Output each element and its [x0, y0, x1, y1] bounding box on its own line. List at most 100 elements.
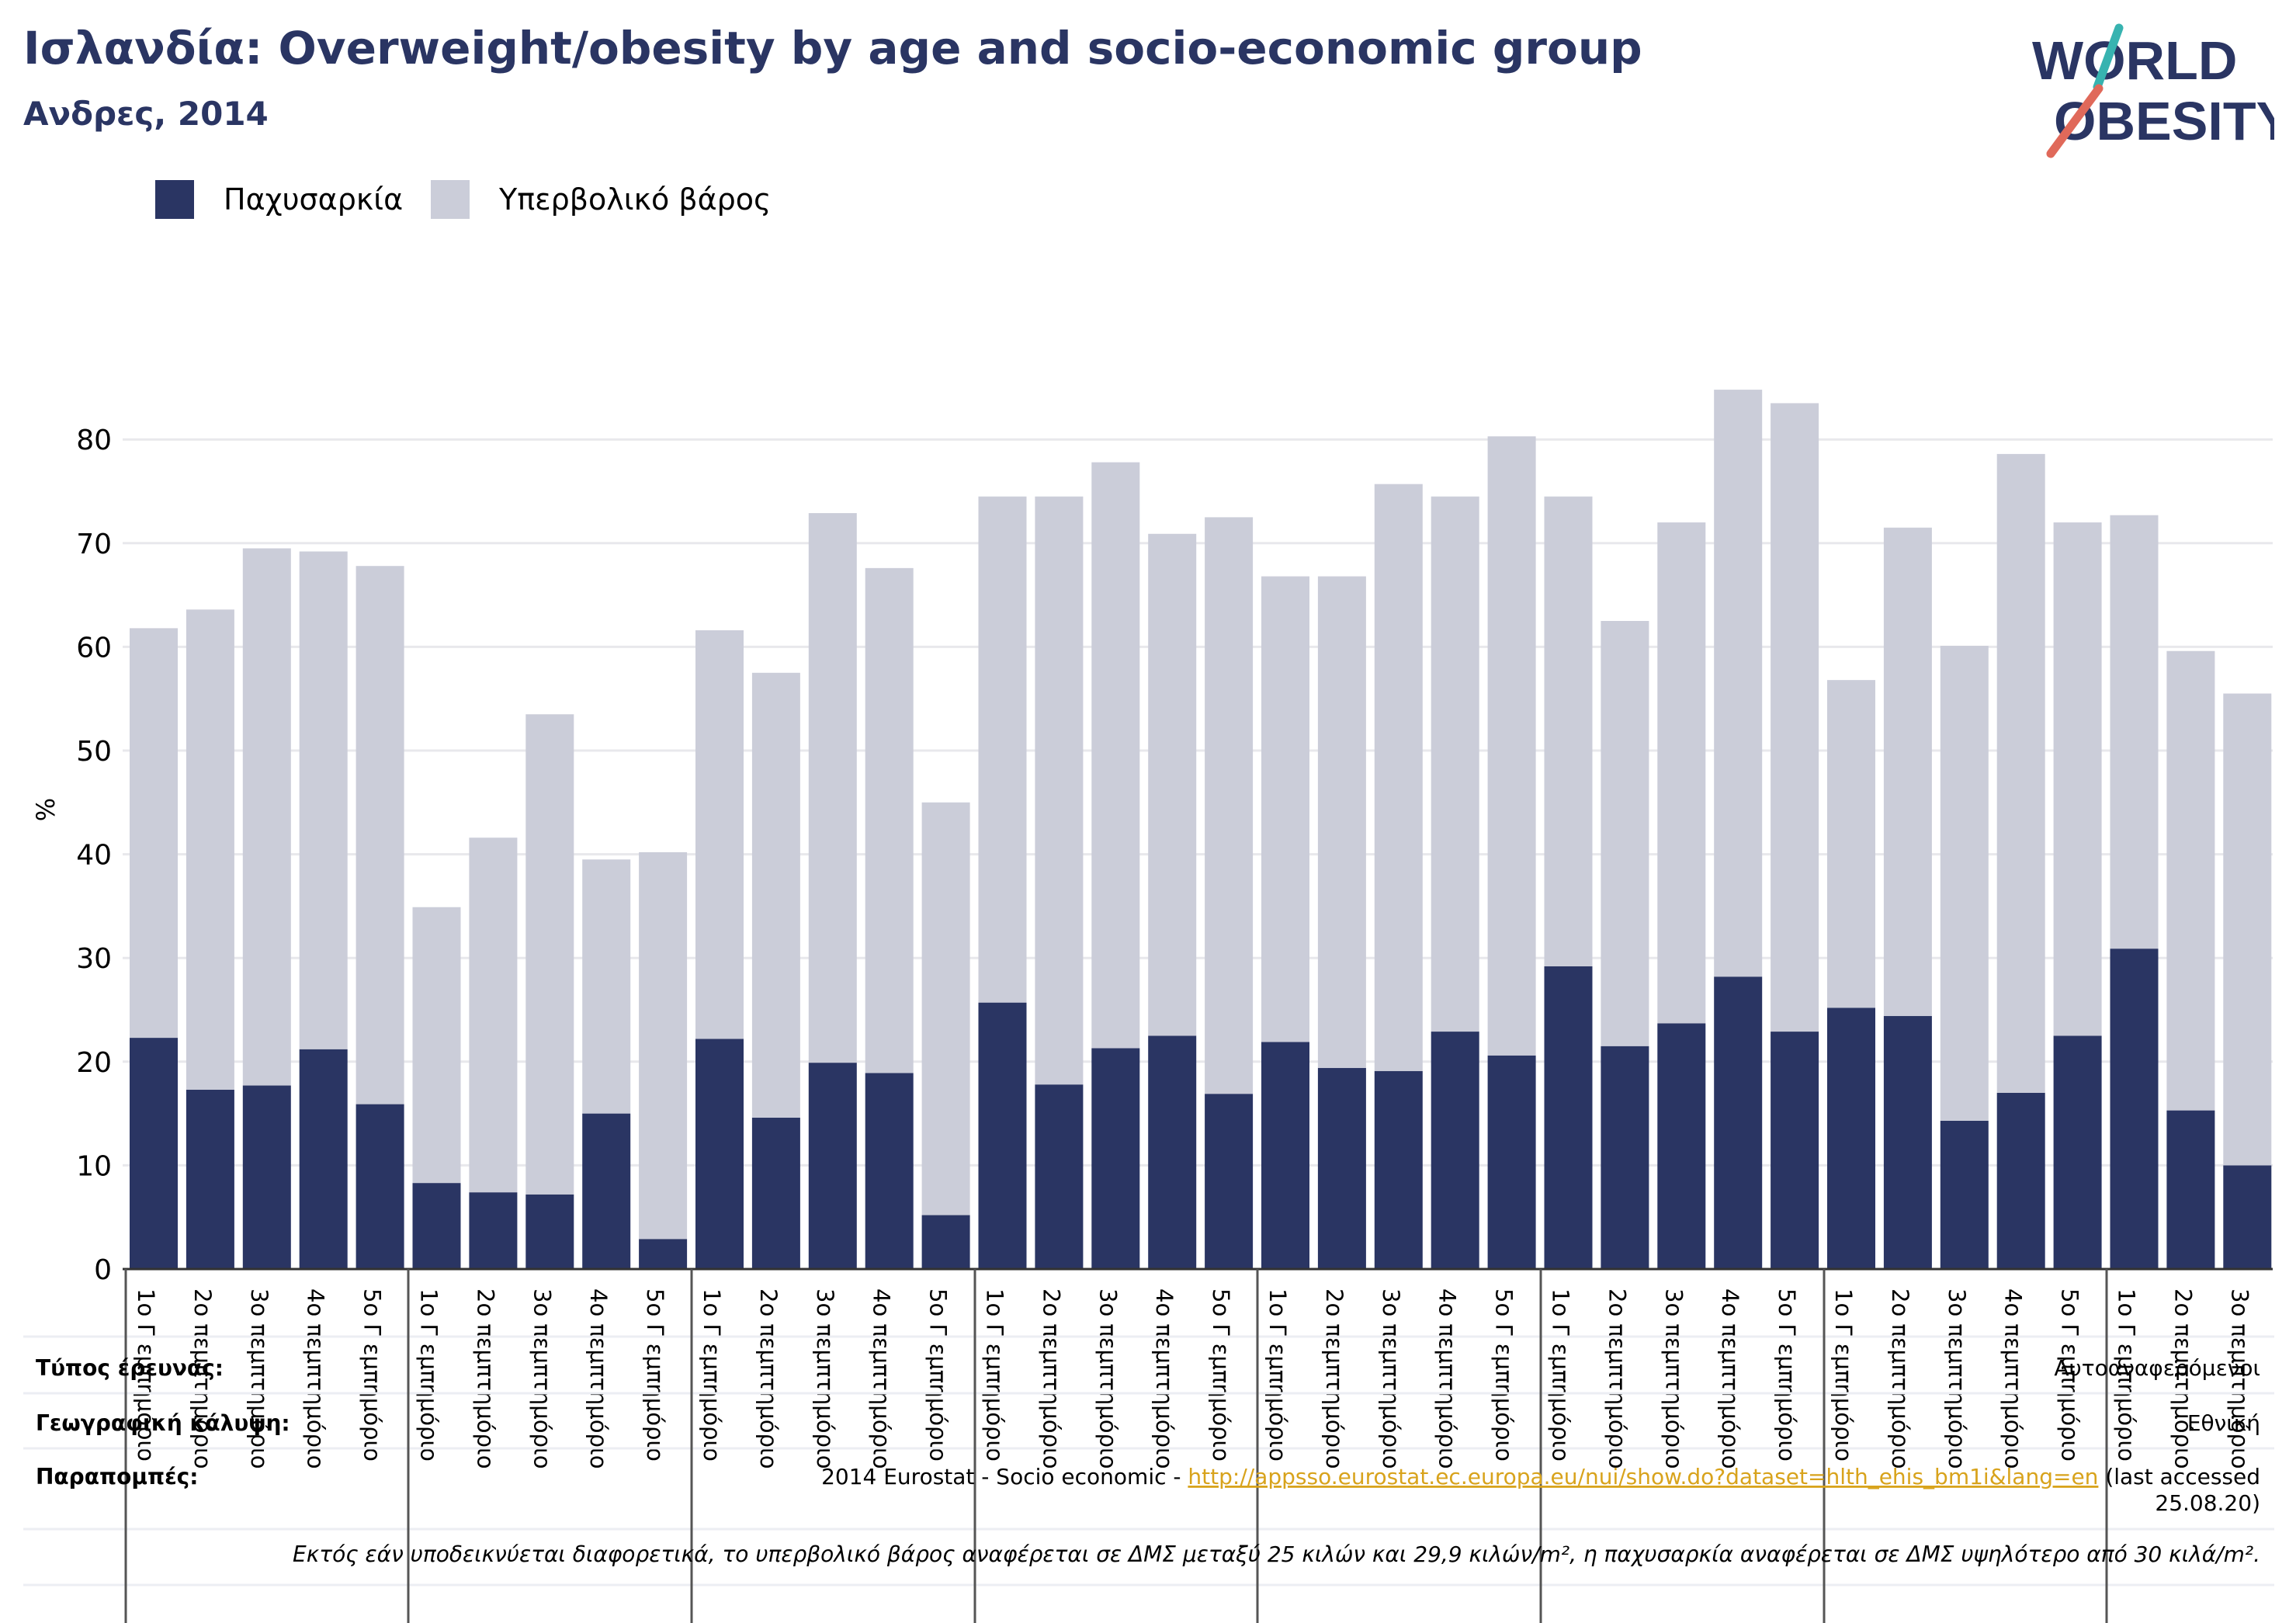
y-tick-label: 10	[76, 1150, 112, 1182]
bar-overweight	[1205, 517, 1254, 1094]
source-link[interactable]: http://appsso.eurostat.ec.europa.eu/nui/…	[1188, 1464, 2098, 1489]
bar-overweight	[695, 630, 744, 1039]
bar-overweight	[1487, 436, 1536, 1056]
coverage-label: Γεωγραφική κάλυψη:	[36, 1410, 290, 1436]
bar-obesity	[1940, 1120, 1989, 1269]
bar-obesity	[1374, 1070, 1423, 1269]
bar-obesity	[1317, 1067, 1366, 1269]
x-tick-label: 2ο πεμπτημόριο	[2169, 1288, 2196, 1469]
bar-overweight	[242, 548, 291, 1086]
x-tick-label: 5ο Γ εμπημόριο	[1774, 1288, 1800, 1462]
y-tick-label: 60	[76, 632, 112, 664]
bar-overweight	[299, 551, 348, 1049]
logo-slash-teal	[2093, 23, 2124, 92]
bar-obesity	[242, 1085, 291, 1269]
x-tick-label: 1ο Γ εμπημόριο	[1830, 1288, 1857, 1462]
bar-overweight	[1827, 680, 1875, 1008]
y-axis-ticks: 0 10 20 30 40 50 60 70 80	[76, 425, 112, 1286]
bar-overweight	[1714, 390, 1763, 977]
bar-overweight	[808, 513, 857, 1063]
bar-overweight	[1996, 453, 2045, 1093]
bar-obesity	[1431, 1032, 1479, 1269]
bar-obesity	[355, 1104, 404, 1269]
bar-obesity	[1771, 1032, 1819, 1269]
legend-swatch-overweight	[431, 180, 470, 219]
bar-obesity	[186, 1089, 234, 1269]
bar-overweight	[1771, 403, 1819, 1032]
bar-obesity	[865, 1073, 914, 1269]
bar-obesity	[1883, 1016, 1932, 1269]
bar-overweight	[186, 609, 234, 1090]
y-tick-label: 30	[76, 943, 112, 975]
x-tick-label: 5ο Γ εμπημόριο	[2057, 1288, 2083, 1462]
coverage-value: Εθνική	[2187, 1410, 2260, 1436]
bar-overweight	[1431, 496, 1479, 1032]
x-tick-label: 1ο Γ εμπημόριο	[2114, 1288, 2140, 1462]
logo-slash-red	[2046, 84, 2104, 158]
bar-obesity	[695, 1039, 744, 1269]
bar-obesity	[582, 1113, 631, 1269]
x-axis-labels: 1ο Γ εμπημόριο 2ο πεμπτημόριο 3ο πεμπτημόρ…	[133, 1288, 2253, 1469]
bar-obesity	[2166, 1110, 2215, 1269]
bar-overweight	[978, 496, 1027, 1003]
bar-overweight	[1601, 621, 1649, 1046]
bar-obesity	[1261, 1042, 1309, 1269]
x-tick-label: 3ο πεμπτημόριο	[812, 1288, 838, 1469]
world-obesity-logo: WORLD OBESITY	[2032, 23, 2274, 158]
bar-overweight	[469, 838, 518, 1193]
bar-obesity	[1148, 1035, 1197, 1269]
x-tick-label: 5ο Γ εμπημόριο	[925, 1288, 952, 1462]
references-label: Παραπομπές:	[36, 1464, 198, 1489]
x-tick-label: 4ο πεμπτημόριο	[2000, 1288, 2027, 1469]
bmi-note: Εκτός εάν υποδεικνύεται διαφορετικά, το …	[293, 1542, 2260, 1567]
bar-obesity	[1996, 1092, 2045, 1269]
x-tick-label: 3ο πεμπτημόριο	[1944, 1288, 1970, 1469]
x-tick-label: 4ο πεμπτημόριο	[1717, 1288, 1743, 1469]
x-tick-label: 4ο πεμπτημόριο	[303, 1288, 329, 1469]
bar-overweight	[865, 567, 914, 1073]
x-tick-label: 5ο Γ εμπημόριο	[1491, 1288, 1517, 1462]
x-tick-label: 3ο πεμπτημόριο	[529, 1288, 555, 1469]
ref-prefix: 2014 Eurostat - Socio economic -	[821, 1464, 1188, 1489]
bar-obesity	[2110, 948, 2159, 1269]
bar-obesity	[525, 1194, 574, 1269]
bar-obesity	[921, 1215, 970, 1269]
bar-obesity	[1827, 1007, 1875, 1269]
bar-obesity	[978, 1002, 1027, 1269]
legend-swatch-obesity	[155, 180, 194, 219]
x-tick-label: 5ο Γ εμπημόριο	[1208, 1288, 1234, 1462]
bar-obesity	[1205, 1094, 1254, 1269]
x-tick-label: 2ο πεμπτημόριο	[1038, 1288, 1064, 1469]
x-tick-label: 1ο Γ εμπημόριο	[416, 1288, 442, 1462]
y-tick-label: 50	[76, 736, 112, 768]
bar-overweight	[525, 714, 574, 1195]
x-tick-label: 2ο πεμπτημόριο	[755, 1288, 782, 1469]
bar-obesity	[808, 1063, 857, 1269]
y-tick-label: 40	[76, 840, 112, 872]
bar-overweight	[1883, 527, 1932, 1017]
x-tick-label: 1ο Γ εμπημόριο	[1548, 1288, 1574, 1462]
bar-overweight	[1091, 462, 1140, 1049]
bar-obesity	[299, 1049, 348, 1269]
bar-obesity	[751, 1117, 800, 1269]
x-tick-label: 5ο Γ εμπημόριο	[359, 1288, 386, 1462]
bar-obesity	[469, 1192, 518, 1269]
ref-date: 25.08.20)	[2155, 1490, 2260, 1516]
x-tick-label: 2ο πεμπτημόριο	[189, 1288, 216, 1469]
x-tick-label: 4ο πεμπτημόριο	[1151, 1288, 1177, 1469]
x-tick-label: 1ο Γ εμπημόριο	[133, 1288, 159, 1462]
bars	[123, 390, 2273, 1271]
bar-obesity	[1544, 966, 1593, 1269]
page-title: Ισλανδία: Overweight/obesity by age and …	[23, 22, 1642, 75]
bar-overweight	[2223, 693, 2272, 1166]
bar-overweight	[1035, 496, 1084, 1085]
group-separators	[124, 1269, 2108, 1623]
bar-overweight	[1657, 522, 1706, 1024]
logo-line1: WORLD	[2032, 30, 2237, 91]
bar-overweight	[412, 907, 461, 1184]
bar-overweight	[751, 672, 800, 1118]
x-tick-label: 3ο πεμπτημόριο	[1094, 1288, 1121, 1469]
x-tick-label: 3ο πεμπτημόριο	[246, 1288, 272, 1469]
survey-type-label: Τύπος έρευνας:	[36, 1355, 224, 1381]
bar-overweight	[2053, 522, 2102, 1036]
